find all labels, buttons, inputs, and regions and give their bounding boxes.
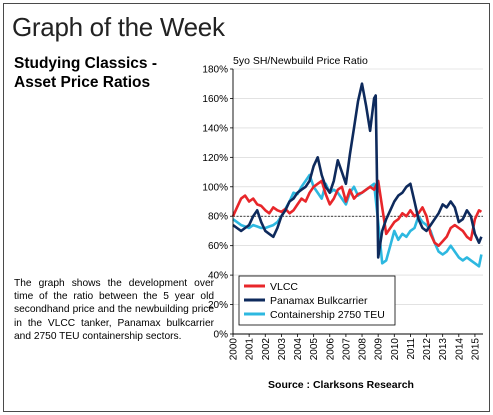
x-tick-label: 2006 [325,338,336,361]
y-tick-label: 100% [202,182,228,193]
series-line-1 [232,82,483,259]
x-tick-label: 2014 [454,338,465,361]
x-tick-label: 2013 [438,338,449,361]
axis-layer: 0% 20% 40% 60% 80% 100% 120% 140% 160% 180% 2000 20… [202,65,483,361]
x-tick-label: 2012 [422,338,433,361]
x-tick-label: 2005 [309,338,320,361]
page-title: Graph of the Week [12,12,225,42]
legend-label: Panamax Bulkcarrier [270,295,368,307]
legend-label: Containership 2750 TEU [270,309,385,321]
chart-source: Source : Clarksons Research [268,379,414,391]
grid-layer [233,68,483,305]
x-tick-label: 2008 [358,338,369,361]
y-tick-label: 180% [202,65,228,76]
page-frame [3,3,490,412]
y-tick-label: 20% [208,300,228,311]
series-layer [231,82,483,268]
chart-title: 5yo SH/Newbuild Price Ratio [233,55,368,67]
y-tick-label: 40% [208,271,228,282]
subtitle-line-2: Asset Price Ratios [14,74,151,91]
x-tick-label: 2004 [293,338,304,361]
x-tick-label: 2003 [277,338,288,361]
page-subtitle: Studying Classics - Asset Price Ratios [14,54,214,92]
y-tick-label: 80% [208,212,228,223]
y-tick-label: 120% [202,153,228,164]
subtitle-line-1: Studying Classics - [14,55,157,72]
x-tick-label: 2009 [374,338,385,361]
x-tick-label: 2007 [341,338,352,361]
x-tick-label: 2000 [229,338,240,361]
x-tick-label: 2002 [261,338,272,361]
x-tick-label: 2011 [406,338,417,360]
series-line-2 [232,173,483,268]
chart-legend: VLCC Panamax Bulkcarrier Containership 275… [238,275,396,326]
series-line-0 [231,179,483,247]
chart-description: The graph shows the development over tim… [14,278,214,342]
y-tick-label: 160% [202,94,228,105]
x-tick-label: 2015 [470,338,481,361]
y-tick-label: 0% [214,330,229,341]
y-tick-label: 60% [208,241,228,252]
x-tick-label: 2001 [245,338,256,361]
x-tick-label: 2010 [390,338,401,361]
y-tick-label: 140% [202,123,228,134]
legend-label: VLCC [270,281,298,293]
